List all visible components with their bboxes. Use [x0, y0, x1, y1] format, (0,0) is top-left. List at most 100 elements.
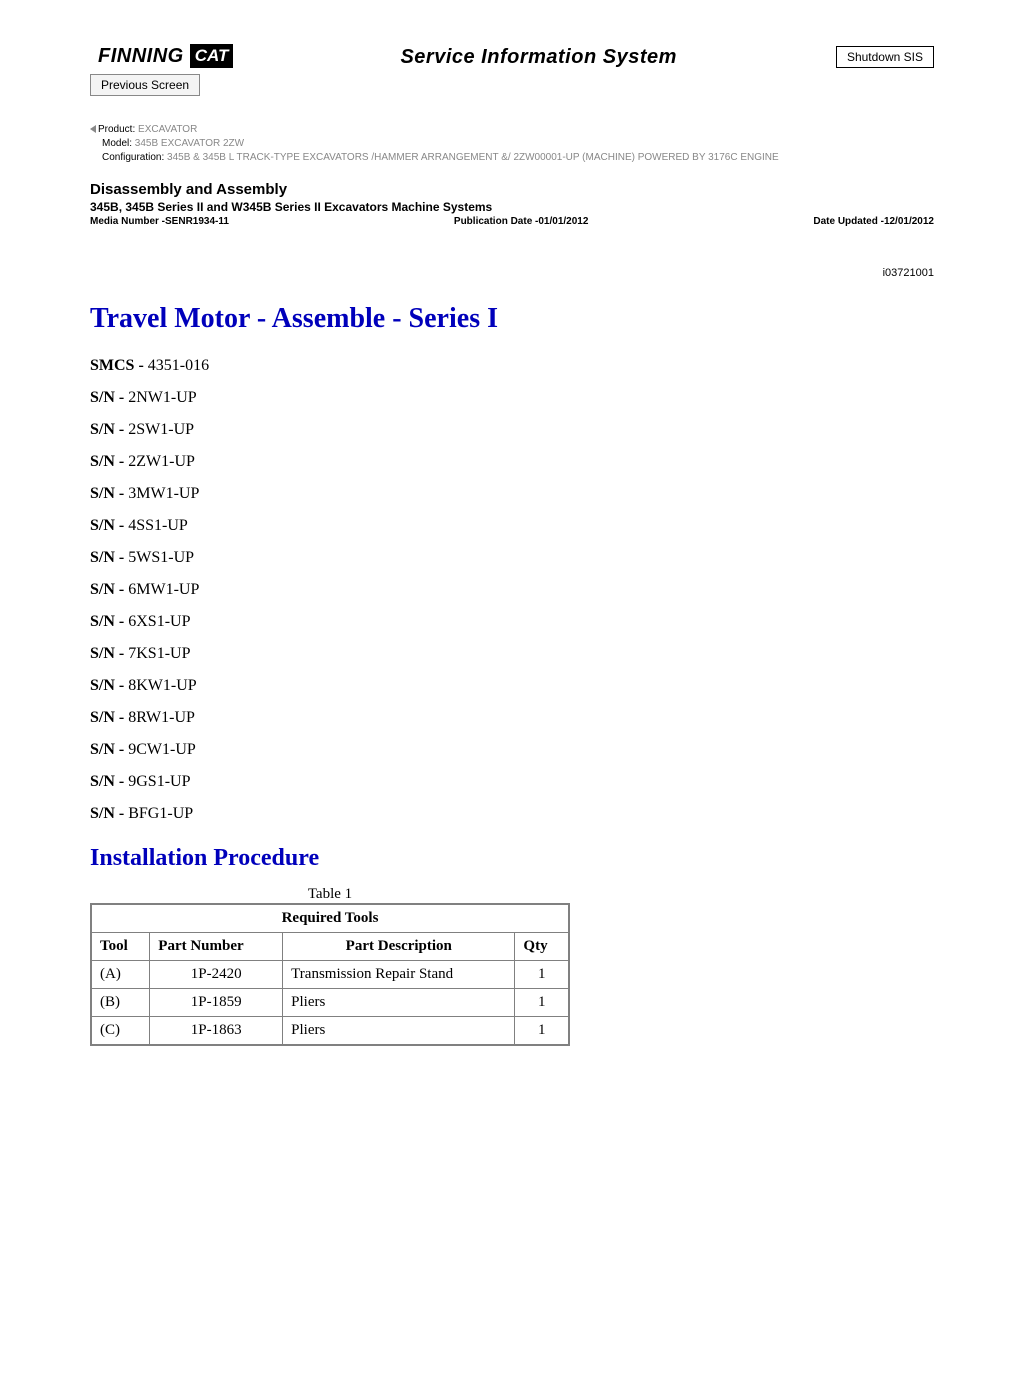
cell-tool: (C) — [91, 1017, 150, 1046]
page-title: Travel Motor - Assemble - Series I — [90, 303, 934, 335]
sn-value: 6XS1-UP — [128, 613, 190, 630]
pub-value: 01/01/2012 — [538, 216, 588, 227]
logo-finning-text: FINNING — [98, 45, 184, 68]
sn-label: S/N - — [90, 453, 128, 470]
sn-label: S/N - — [90, 389, 128, 406]
product-line: Product: EXCAVATOR — [90, 124, 934, 135]
sn-value: 7KS1-UP — [128, 645, 190, 662]
serial-line: S/N - 2ZW1-UP — [90, 453, 934, 471]
cell-part-description: Pliers — [283, 989, 515, 1017]
sn-label: S/N - — [90, 805, 128, 822]
sn-value: 4SS1-UP — [128, 517, 188, 534]
media-number: Media Number -SENR1934-11 — [90, 216, 229, 227]
sn-value: 9GS1-UP — [128, 773, 190, 790]
serials-list: S/N - 2NW1-UPS/N - 2SW1-UPS/N - 2ZW1-UPS… — [90, 389, 934, 823]
upd-label: Date Updated - — [813, 216, 884, 227]
cell-part-description: Pliers — [283, 1017, 515, 1046]
cell-tool: (A) — [91, 961, 150, 989]
serial-line: S/N - 8KW1-UP — [90, 677, 934, 695]
config-line: Configuration: 345B & 345B L TRACK-TYPE … — [90, 152, 934, 163]
installation-heading: Installation Procedure — [90, 845, 934, 872]
col-part-description: Part Description — [283, 933, 515, 961]
serial-line: S/N - 7KS1-UP — [90, 645, 934, 663]
date-updated: Date Updated -12/01/2012 — [813, 216, 934, 227]
cell-part-description: Transmission Repair Stand — [283, 961, 515, 989]
table-row: (A)1P-2420Transmission Repair Stand1 — [91, 961, 569, 989]
col-tool: Tool — [91, 933, 150, 961]
sn-label: S/N - — [90, 421, 128, 438]
logo-block: FINNING CAT Previous Screen — [90, 40, 241, 96]
col-qty: Qty — [515, 933, 569, 961]
model-line: Model: 345B EXCAVATOR 2ZW — [90, 138, 934, 149]
document-meta-row: Media Number -SENR1934-11 Publication Da… — [90, 216, 934, 227]
product-metadata: Product: EXCAVATOR Model: 345B EXCAVATOR… — [90, 124, 934, 163]
cell-tool: (B) — [91, 989, 150, 1017]
smcs-line: SMCS - 4351-016 — [90, 357, 934, 375]
model-label: Model: — [102, 138, 132, 149]
serial-line: S/N - BFG1-UP — [90, 805, 934, 823]
sn-value: 3MW1-UP — [128, 485, 199, 502]
shutdown-sis-button[interactable]: Shutdown SIS — [836, 46, 934, 68]
sn-value: 9CW1-UP — [128, 741, 196, 758]
sn-label: S/N - — [90, 485, 128, 502]
sn-label: S/N - — [90, 517, 128, 534]
product-label: Product: — [98, 124, 135, 135]
sn-value: 2ZW1-UP — [128, 453, 195, 470]
cell-part-number: 1P-1859 — [150, 989, 283, 1017]
cell-qty: 1 — [515, 989, 569, 1017]
smcs-label: SMCS - — [90, 357, 148, 374]
sn-label: S/N - — [90, 709, 128, 726]
sn-label: S/N - — [90, 741, 128, 758]
media-value: SENR1934-11 — [165, 216, 229, 227]
media-label: Media Number - — [90, 216, 165, 227]
serial-line: S/N - 6XS1-UP — [90, 613, 934, 631]
page-header: FINNING CAT Previous Screen Service Info… — [90, 40, 934, 96]
sn-value: 5WS1-UP — [128, 549, 194, 566]
publication-date: Publication Date -01/01/2012 — [454, 216, 589, 227]
cell-qty: 1 — [515, 961, 569, 989]
section-subtitle: 345B, 345B Series II and W345B Series II… — [90, 200, 934, 214]
cell-part-number: 1P-2420 — [150, 961, 283, 989]
sn-value: 6MW1-UP — [128, 581, 199, 598]
sn-label: S/N - — [90, 581, 128, 598]
document-id: i03721001 — [90, 267, 934, 279]
sn-label: S/N - — [90, 645, 128, 662]
serial-line: S/N - 9GS1-UP — [90, 773, 934, 791]
brand-logo: FINNING CAT — [90, 40, 241, 72]
serial-line: S/N - 3MW1-UP — [90, 485, 934, 503]
smcs-value: 4351-016 — [148, 357, 209, 374]
serial-line: S/N - 2NW1-UP — [90, 389, 934, 407]
required-tools-table: Required Tools Tool Part Number Part Des… — [90, 903, 570, 1046]
col-part-number: Part Number — [150, 933, 283, 961]
upd-value: 12/01/2012 — [884, 216, 934, 227]
product-value: EXCAVATOR — [135, 124, 197, 135]
table-caption: Table 1 — [90, 886, 570, 903]
sis-title: Service Information System — [241, 40, 836, 69]
pub-label: Publication Date - — [454, 216, 538, 227]
table-row: (B)1P-1859Pliers1 — [91, 989, 569, 1017]
serial-line: S/N - 9CW1-UP — [90, 741, 934, 759]
serial-line: S/N - 5WS1-UP — [90, 549, 934, 567]
serial-line: S/N - 8RW1-UP — [90, 709, 934, 727]
table-column-row: Tool Part Number Part Description Qty — [91, 933, 569, 961]
table-row: (C)1P-1863Pliers1 — [91, 1017, 569, 1046]
sn-label: S/N - — [90, 613, 128, 630]
config-label: Configuration: — [102, 152, 164, 163]
sn-value: 2NW1-UP — [128, 389, 196, 406]
model-value: 345B EXCAVATOR 2ZW — [132, 138, 244, 149]
config-value: 345B & 345B L TRACK-TYPE EXCAVATORS /HAM… — [164, 152, 778, 163]
sn-value: 8RW1-UP — [128, 709, 195, 726]
sn-label: S/N - — [90, 549, 128, 566]
previous-screen-button[interactable]: Previous Screen — [90, 74, 200, 96]
sn-label: S/N - — [90, 773, 128, 790]
sn-value: 8KW1-UP — [128, 677, 196, 694]
cell-part-number: 1P-1863 — [150, 1017, 283, 1046]
logo-cat-text: CAT — [190, 44, 234, 68]
sn-value: 2SW1-UP — [128, 421, 194, 438]
serial-line: S/N - 4SS1-UP — [90, 517, 934, 535]
serial-line: S/N - 6MW1-UP — [90, 581, 934, 599]
cell-qty: 1 — [515, 1017, 569, 1046]
sn-value: BFG1-UP — [128, 805, 193, 822]
back-arrow-icon[interactable] — [90, 125, 96, 133]
sn-label: S/N - — [90, 677, 128, 694]
